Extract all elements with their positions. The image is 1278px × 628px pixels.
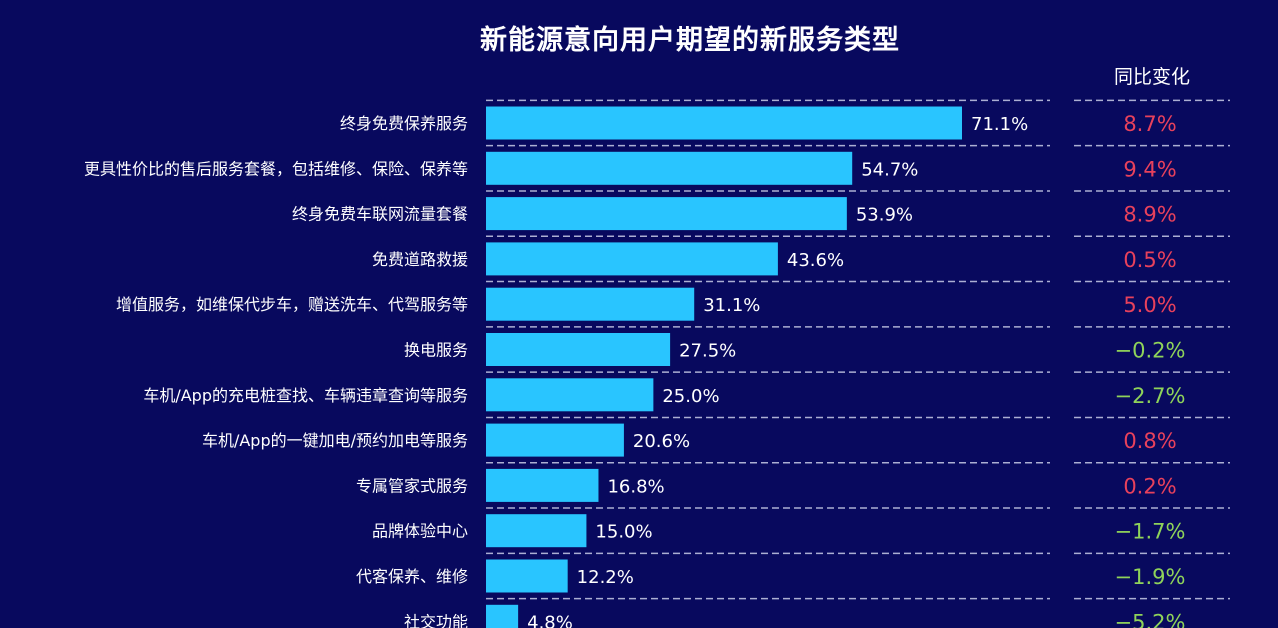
yoy-change-label: 0.2% — [1123, 474, 1176, 498]
yoy-change-label: 9.4% — [1123, 157, 1176, 181]
bar-value-label: 15.0% — [595, 522, 652, 543]
bar-value-label: 31.1% — [703, 295, 760, 316]
yoy-change-label: −1.7% — [1115, 520, 1186, 544]
yoy-change-label: −1.9% — [1115, 565, 1186, 589]
yoy-change-label: 8.7% — [1123, 112, 1176, 136]
category-label: 社交功能 — [404, 612, 468, 628]
category-label: 专属管家式服务 — [356, 476, 468, 495]
yoy-change-label: 8.9% — [1123, 203, 1176, 227]
bar-value-label: 71.1% — [971, 114, 1028, 135]
bar — [486, 423, 624, 457]
bar-value-label: 43.6% — [787, 250, 844, 271]
category-label: 终身免费保养服务 — [340, 114, 468, 133]
yoy-change-label: −0.2% — [1115, 339, 1186, 363]
category-label: 品牌体验中心 — [372, 522, 468, 541]
yoy-change-label: −2.7% — [1115, 384, 1186, 408]
yoy-change-label: 0.5% — [1123, 248, 1176, 272]
bar-value-label: 20.6% — [633, 431, 690, 452]
category-label: 换电服务 — [404, 341, 468, 360]
bar — [486, 333, 671, 366]
yoy-column-header: 同比变化 — [1113, 66, 1190, 88]
bar — [486, 559, 568, 593]
category-label: 更具性价比的售后服务套餐，包括维修、保险、保养等 — [84, 159, 468, 178]
category-label: 增值服务，如维保代步车，赠送洗车、代驾服务等 — [116, 295, 468, 314]
category-label: 车机/App的一键加电/预约加电等服务 — [202, 431, 468, 450]
bar-value-label: 4.8% — [527, 612, 573, 628]
bar — [486, 468, 599, 502]
bar — [486, 197, 847, 231]
bar — [486, 242, 778, 276]
bar-value-label: 54.7% — [861, 159, 918, 180]
bar-value-label: 25.0% — [662, 386, 719, 407]
yoy-change-label: −5.2% — [1115, 610, 1186, 628]
bar-value-label: 27.5% — [679, 341, 736, 362]
chart-title: 新能源意向用户期望的新服务类型 — [480, 25, 900, 56]
bar — [486, 604, 519, 628]
bar — [486, 151, 853, 185]
category-label: 代客保养、维修 — [356, 567, 468, 586]
bar-value-label: 12.2% — [577, 567, 634, 588]
yoy-change-label: 5.0% — [1123, 293, 1176, 317]
category-label: 车机/App的充电桩查找、车辆违章查询等服务 — [143, 386, 468, 405]
bar — [486, 514, 587, 548]
bar — [486, 287, 695, 321]
yoy-change-label: 0.8% — [1123, 429, 1176, 453]
bar — [486, 106, 962, 140]
bar — [486, 378, 654, 412]
bar-value-label: 16.8% — [607, 476, 664, 497]
category-label: 免费道路救援 — [372, 250, 468, 269]
bar-value-label: 53.9% — [856, 205, 913, 226]
category-label: 终身免费车联网流量套餐 — [292, 205, 468, 224]
